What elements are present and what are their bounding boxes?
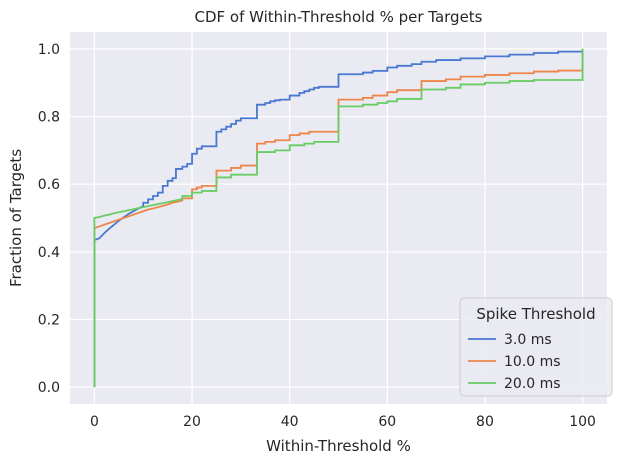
- series-line-3-0-ms: [93, 48, 584, 388]
- y-tick-label: 0.6: [38, 177, 60, 193]
- x-tick-label: 60: [378, 414, 396, 430]
- y-tick-label: 1.0: [38, 42, 60, 58]
- x-tick-label: 0: [90, 414, 99, 430]
- legend: Spike Threshold 3.0 ms 10.0 ms 20.0 ms: [459, 297, 613, 397]
- x-tick-label: 80: [476, 414, 494, 430]
- y-tick-label: 0.8: [38, 110, 60, 126]
- x-tick-label: 20: [183, 414, 201, 430]
- legend-entry: 3.0 ms: [504, 332, 552, 348]
- series-line-20-0-ms: [93, 48, 584, 388]
- y-tick-label: 0.4: [38, 245, 60, 261]
- y-tick-label: 0.0: [38, 380, 60, 396]
- chart-title: CDF of Within-Threshold % per Targets: [194, 8, 482, 26]
- x-tick-label: 100: [569, 414, 596, 430]
- x-tick-label: 40: [281, 414, 299, 430]
- tick-labels: 0 20 40 60 80 100 0.0 0.2 0.4 0.6 0.8 1.0: [38, 42, 596, 430]
- series-line-10-0-ms: [93, 48, 584, 388]
- x-axis-label: Within-Threshold %: [266, 437, 411, 455]
- legend-box: [459, 297, 613, 397]
- series-lines: [93, 48, 584, 388]
- legend-entry: 10.0 ms: [504, 354, 561, 370]
- legend-title: Spike Threshold: [476, 305, 595, 323]
- y-axis-label: Fraction of Targets: [7, 149, 25, 287]
- legend-entry: 20.0 ms: [504, 376, 561, 392]
- y-tick-label: 0.2: [38, 312, 60, 328]
